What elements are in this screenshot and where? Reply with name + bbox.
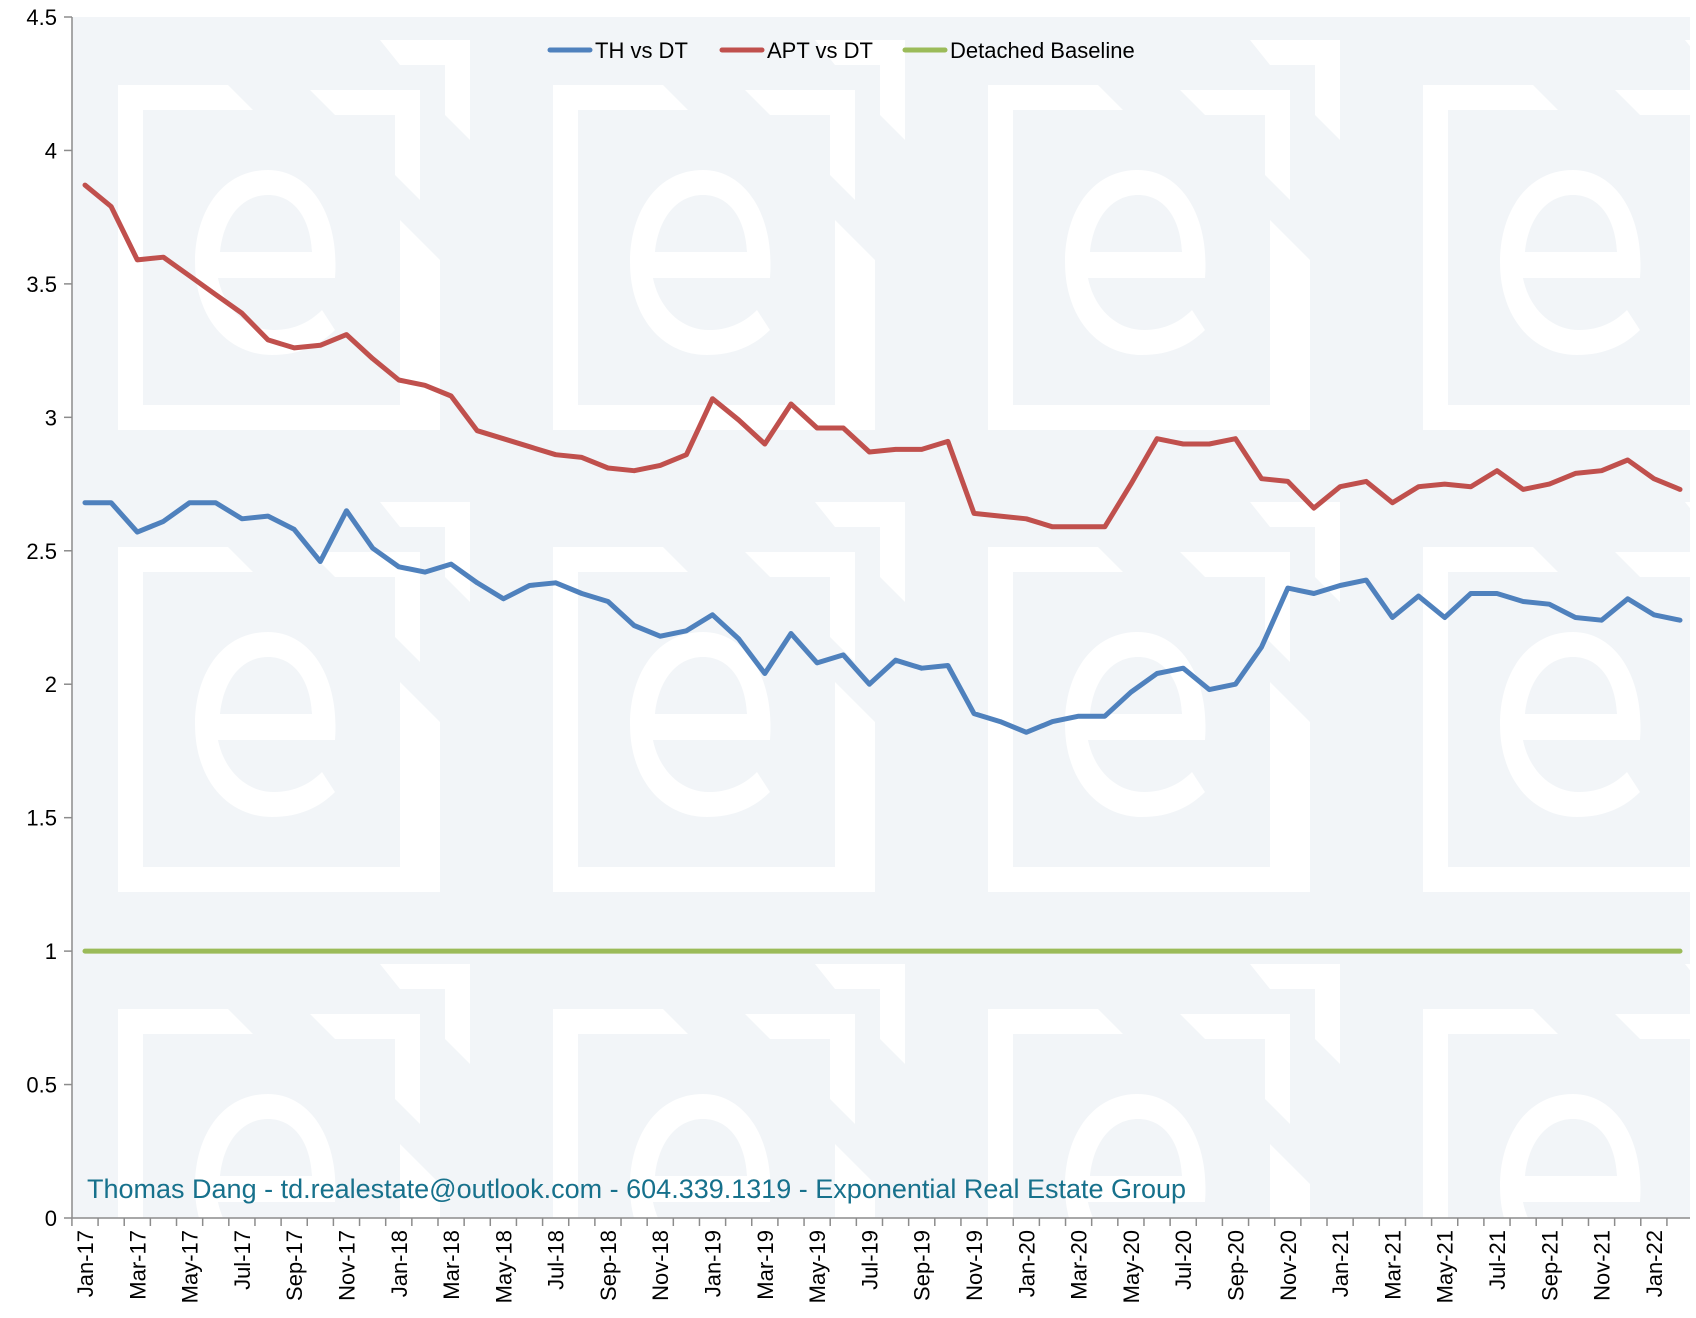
x-tick-label: Jul-21 bbox=[1485, 1230, 1510, 1290]
x-tick-label: May-18 bbox=[491, 1230, 516, 1303]
x-tick-label: Jul-17 bbox=[230, 1230, 255, 1290]
x-tick-label: Sep-20 bbox=[1223, 1230, 1248, 1301]
x-tick-label: May-21 bbox=[1433, 1230, 1458, 1303]
x-tick-label: Nov-19 bbox=[962, 1230, 987, 1301]
y-tick-label: 3 bbox=[45, 405, 57, 430]
x-tick-label: Nov-17 bbox=[334, 1230, 359, 1301]
x-tick-label: Mar-18 bbox=[439, 1230, 464, 1300]
x-tick-label: Jan-18 bbox=[387, 1230, 412, 1297]
y-tick-label: 0 bbox=[45, 1206, 57, 1231]
legend-label-th-vs-dt: TH vs DT bbox=[595, 38, 688, 63]
legend: TH vs DT APT vs DT Detached Baseline bbox=[547, 38, 1135, 63]
series-layer bbox=[82, 182, 1683, 954]
x-tick-label: Mar-20 bbox=[1067, 1230, 1092, 1300]
x-tick-label: Jan-19 bbox=[701, 1230, 726, 1297]
series-line-th-vs-dt bbox=[82, 500, 1683, 735]
x-tick-label: Jan-17 bbox=[73, 1230, 98, 1297]
y-tick-label: 4 bbox=[45, 138, 57, 163]
x-tick-label: Nov-21 bbox=[1590, 1230, 1615, 1301]
y-tick-label: 1 bbox=[45, 939, 57, 964]
x-tick-label: Sep-21 bbox=[1537, 1230, 1562, 1301]
x-tick-label: Sep-17 bbox=[282, 1230, 307, 1301]
series-line-apt-vs-dt bbox=[82, 182, 1683, 530]
y-tick-label: 3.5 bbox=[26, 272, 57, 297]
x-tick-label: Sep-18 bbox=[596, 1230, 621, 1301]
x-tick-label: Mar-17 bbox=[125, 1230, 150, 1300]
y-tick-label: 4.5 bbox=[26, 5, 57, 30]
x-tick-label: Nov-20 bbox=[1276, 1230, 1301, 1301]
x-tick-label: Jan-21 bbox=[1328, 1230, 1353, 1297]
y-tick-label: 2.5 bbox=[26, 539, 57, 564]
legend-label-apt-vs-dt: APT vs DT bbox=[767, 38, 873, 63]
y-tick-label: 0.5 bbox=[26, 1073, 57, 1098]
x-tick-label: Sep-19 bbox=[910, 1230, 935, 1301]
x-tick-label: Jul-19 bbox=[857, 1230, 882, 1290]
y-axis: 0 0.5 1 1.5 2 2.5 3 3.5 4 4.5 bbox=[26, 5, 73, 1231]
x-tick-label: May-20 bbox=[1119, 1230, 1144, 1303]
legend-label-detached-baseline: Detached Baseline bbox=[950, 38, 1135, 63]
x-tick-label: Mar-21 bbox=[1380, 1230, 1405, 1300]
x-tick-label: May-17 bbox=[178, 1230, 203, 1303]
x-tick-label: Jul-20 bbox=[1171, 1230, 1196, 1290]
x-tick-label: Jul-18 bbox=[544, 1230, 569, 1290]
x-tick-label: Jan-22 bbox=[1642, 1230, 1667, 1297]
x-axis: Jan-17 Mar-17 May-17 Jul-17 Sep-17 Nov-17 Jan-… bbox=[71, 1217, 1690, 1303]
y-tick-label: 2 bbox=[45, 672, 57, 697]
x-tick-label: Nov-18 bbox=[648, 1230, 673, 1301]
x-tick-label: May-19 bbox=[805, 1230, 830, 1303]
x-tick-label: Jan-20 bbox=[1014, 1230, 1039, 1297]
credit-text: Thomas Dang - td.realestate@outlook.com … bbox=[87, 1174, 1186, 1204]
x-tick-label: Mar-19 bbox=[753, 1230, 778, 1300]
y-tick-label: 1.5 bbox=[26, 806, 57, 831]
